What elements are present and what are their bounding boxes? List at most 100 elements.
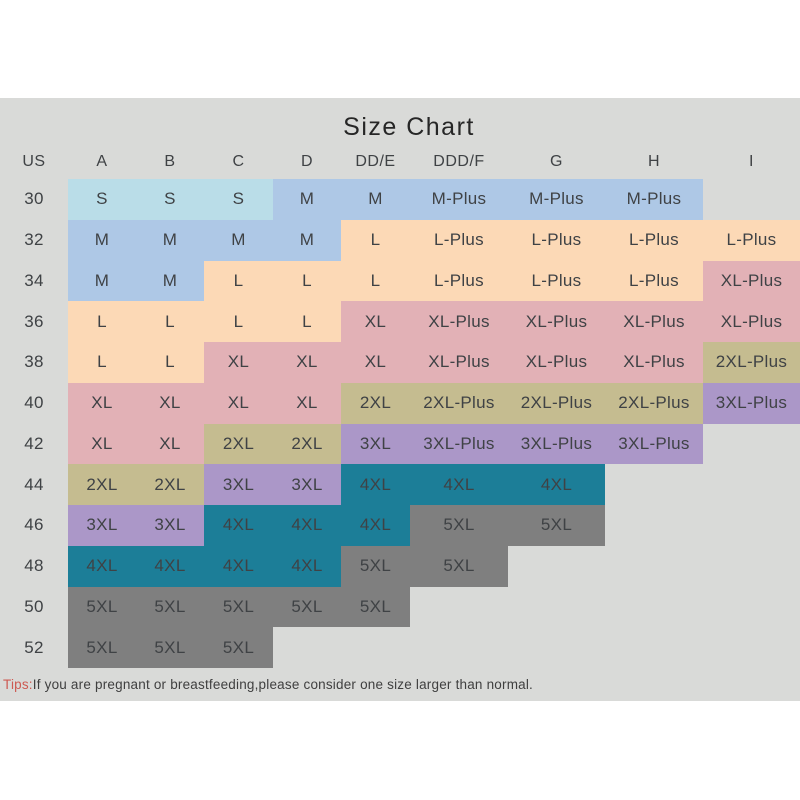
size-cell: XL (273, 342, 341, 383)
size-cell: 5XL (410, 545, 508, 587)
size-chart-panel: Size Chart US A B C D DD/E DDD/F G H I 30 S S S M M M-Pl… (0, 98, 800, 701)
size-cell: L-Plus (508, 260, 605, 302)
row-label: 46 (24, 515, 44, 535)
size-cell: 4XL (273, 505, 341, 546)
column-header: C (232, 152, 245, 170)
size-cell: 2XL-Plus (508, 382, 605, 424)
size-cell: L-Plus (703, 219, 800, 261)
size-cell: L (136, 342, 204, 383)
size-cell: 5XL (341, 586, 410, 628)
empty-cell (410, 587, 508, 628)
tips-label: Tips: (3, 677, 33, 692)
size-cell: 5XL (508, 505, 605, 546)
size-cell: XL (136, 423, 204, 465)
size-cell: 5XL (273, 586, 341, 628)
size-cell: 4XL (204, 505, 273, 546)
size-cell: M (204, 219, 273, 261)
size-cell: L-Plus (410, 219, 508, 261)
empty-cell (605, 587, 703, 628)
size-cell: XL (341, 301, 410, 342)
size-cell: XL-Plus (703, 301, 800, 342)
size-cell: L (273, 301, 341, 342)
size-cell: 3XL (136, 505, 204, 546)
corner-header-us: US (22, 152, 46, 170)
size-cell: 3XL (204, 464, 273, 505)
size-cell: 4XL (68, 545, 136, 587)
size-cell: M (273, 179, 341, 220)
empty-cell (410, 627, 508, 668)
size-cell: XL-Plus (703, 260, 800, 302)
size-cell: 2XL (68, 464, 136, 505)
size-cell: M (341, 179, 410, 220)
size-cell: 2XL-Plus (410, 382, 508, 424)
size-cell: M-Plus (508, 179, 605, 220)
empty-cell (703, 587, 800, 628)
row-label: 38 (24, 352, 44, 372)
empty-cell (703, 464, 800, 505)
size-cell: 5XL (68, 627, 136, 668)
column-header: DD/E (355, 152, 396, 170)
size-cell: L (204, 260, 273, 302)
size-cell: 3XL (341, 423, 410, 465)
size-cell: L (341, 260, 410, 302)
size-cell: XL (273, 382, 341, 424)
size-cell: L-Plus (605, 219, 703, 261)
size-cell: 2XL (136, 464, 204, 505)
row-label: 52 (24, 637, 44, 657)
size-cell: M (68, 260, 136, 302)
size-cell: 2XL-Plus (703, 342, 800, 383)
empty-cell (703, 424, 800, 465)
size-cell: XL-Plus (508, 342, 605, 383)
size-cell: 3XL (68, 505, 136, 546)
row-label: 48 (24, 556, 44, 576)
empty-cell (703, 179, 800, 220)
chart-title: Size Chart (343, 113, 475, 141)
tips-text: If you are pregnant or breastfeeding,ple… (32, 677, 534, 692)
size-cell: XL (204, 382, 273, 424)
size-cell: L-Plus (410, 260, 508, 302)
row-label: 44 (24, 474, 44, 494)
column-header: A (96, 152, 108, 170)
size-cell: XL-Plus (410, 301, 508, 342)
size-cell: XL-Plus (508, 301, 605, 342)
column-header: G (550, 152, 563, 170)
size-cell: XL (68, 423, 136, 465)
row-label: 40 (24, 393, 44, 413)
size-cell: 4XL (204, 545, 273, 587)
size-cell: 5XL (341, 545, 410, 587)
size-cell: L (341, 219, 410, 261)
column-header: H (647, 152, 661, 170)
size-cell: 3XL-Plus (605, 423, 703, 465)
size-cell: XL (204, 342, 273, 383)
empty-cell (605, 546, 703, 587)
size-cell: S (136, 179, 204, 220)
empty-cell (605, 464, 703, 505)
size-cell: 4XL (508, 464, 605, 505)
size-cell: M (68, 219, 136, 261)
size-cell: M-Plus (605, 179, 703, 220)
size-cell: L (68, 301, 136, 342)
tips-note: Tips:If you are pregnant or breastfeedin… (0, 677, 800, 693)
column-header: D (300, 152, 314, 170)
size-cell: M (136, 260, 204, 302)
size-cell: XL-Plus (605, 342, 703, 383)
size-cell: 3XL-Plus (508, 423, 605, 465)
size-cell: XL (341, 342, 410, 383)
size-cell: 5XL (204, 586, 273, 628)
size-cell: 2XL (341, 382, 410, 424)
empty-cell (273, 627, 341, 668)
size-cell: XL (136, 382, 204, 424)
size-cell: 4XL (273, 545, 341, 587)
size-cell: L-Plus (508, 219, 605, 261)
size-cell: 5XL (136, 586, 204, 628)
column-header: I (749, 152, 754, 170)
size-cell: L (204, 301, 273, 342)
empty-cell (605, 627, 703, 668)
empty-cell (508, 546, 605, 587)
column-header: B (164, 152, 176, 170)
size-cell: 5XL (204, 627, 273, 668)
size-cell: M-Plus (410, 179, 508, 220)
size-cell: 2XL-Plus (605, 382, 703, 424)
empty-cell (703, 546, 800, 587)
